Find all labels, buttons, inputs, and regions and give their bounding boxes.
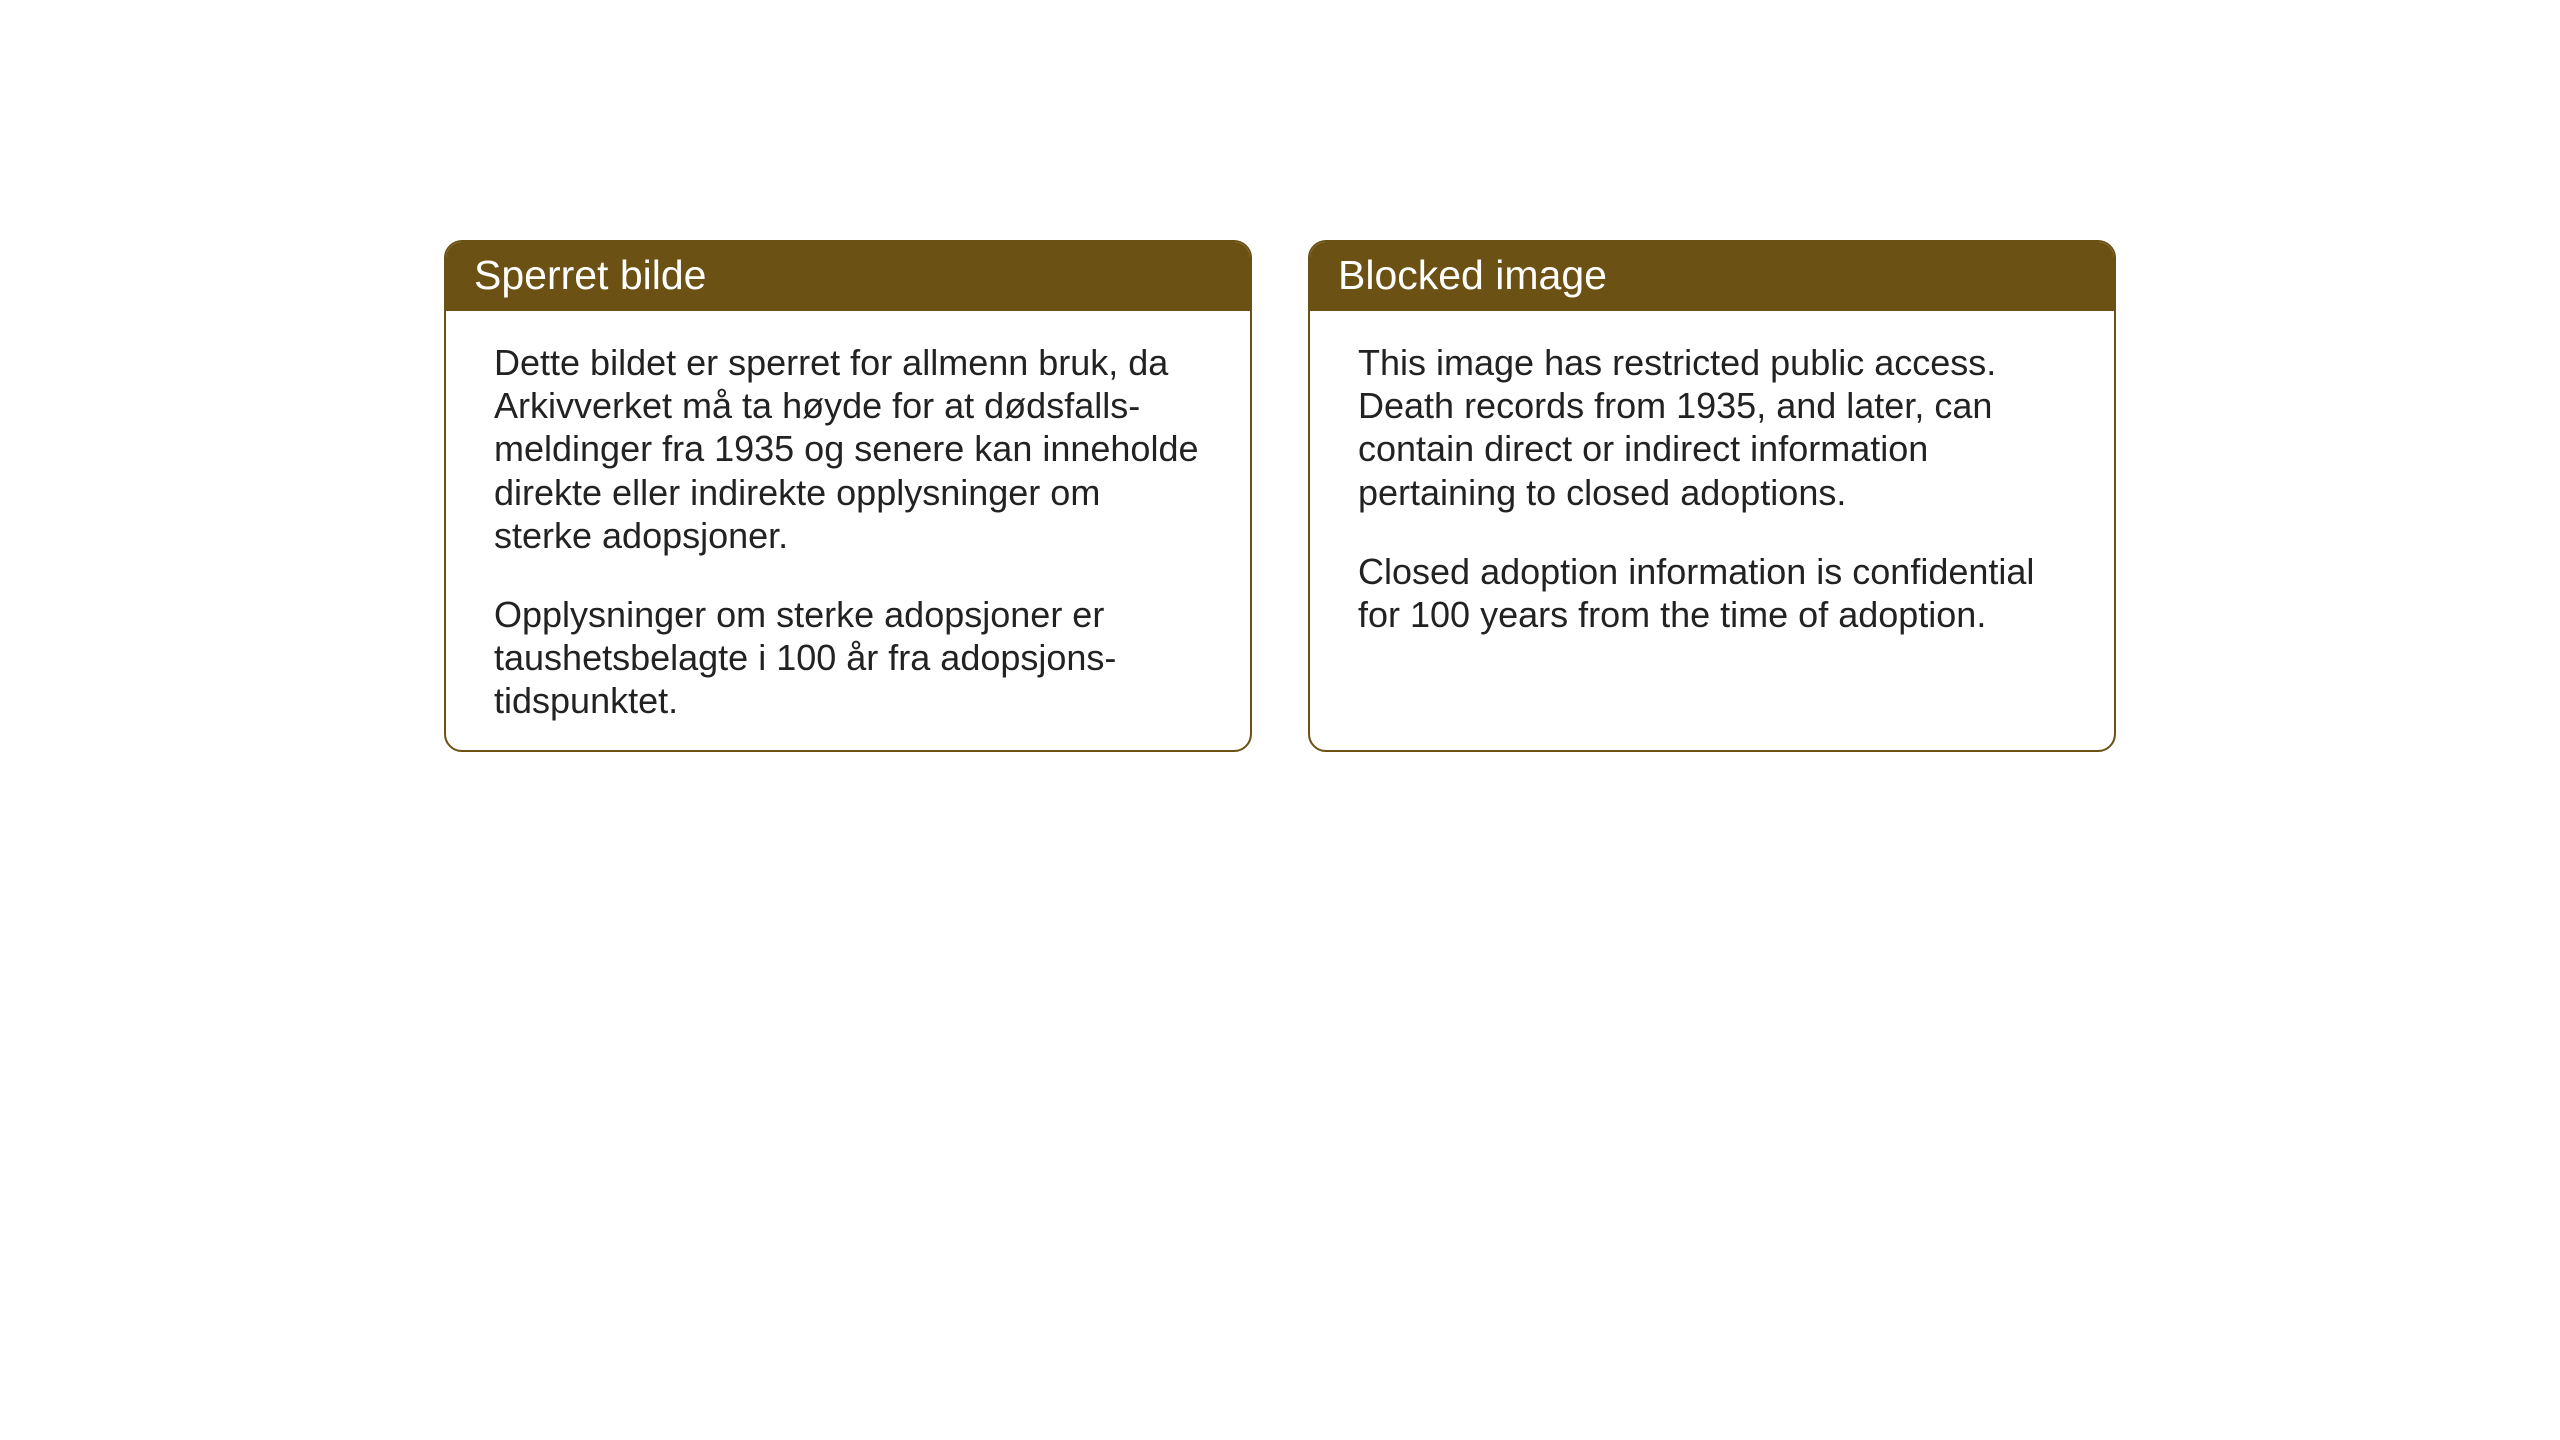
paragraph-norwegian-2: Opplysninger om sterke adopsjoner er tau… — [494, 593, 1202, 723]
card-title-norwegian: Sperret bilde — [474, 252, 706, 298]
card-header-norwegian: Sperret bilde — [446, 242, 1250, 311]
cards-container: Sperret bilde Dette bildet er sperret fo… — [444, 240, 2116, 752]
card-body-norwegian: Dette bildet er sperret for allmenn bruk… — [446, 311, 1250, 752]
card-body-english: This image has restricted public access.… — [1310, 311, 2114, 676]
paragraph-english-2: Closed adoption information is confident… — [1358, 550, 2066, 636]
paragraph-norwegian-1: Dette bildet er sperret for allmenn bruk… — [494, 341, 1202, 557]
card-header-english: Blocked image — [1310, 242, 2114, 311]
card-norwegian: Sperret bilde Dette bildet er sperret fo… — [444, 240, 1252, 752]
card-english: Blocked image This image has restricted … — [1308, 240, 2116, 752]
card-title-english: Blocked image — [1338, 252, 1607, 298]
paragraph-english-1: This image has restricted public access.… — [1358, 341, 2066, 514]
